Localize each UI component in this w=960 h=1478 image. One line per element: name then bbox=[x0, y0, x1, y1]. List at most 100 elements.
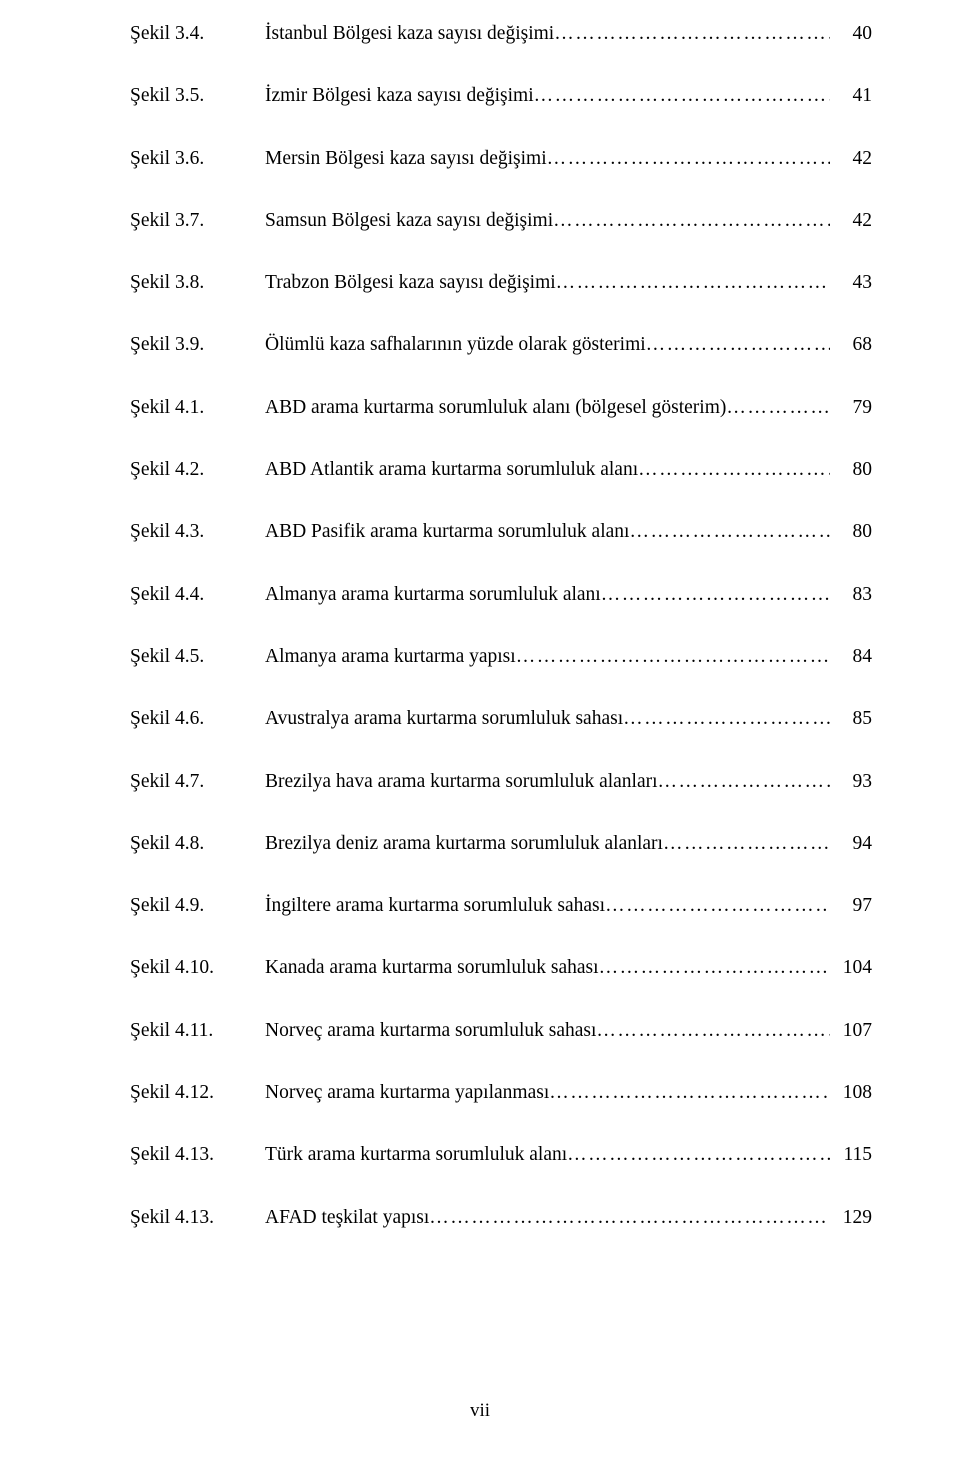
toc-page: 42 bbox=[830, 207, 872, 234]
toc-row: Şekil 4.10.Kanada arama kurtarma sorumlu… bbox=[130, 954, 872, 981]
toc-label: Şekil 3.7. bbox=[130, 207, 265, 234]
toc-leader-dots bbox=[726, 394, 830, 421]
toc-title: Kanada arama kurtarma sorumluluk sahası bbox=[265, 954, 599, 981]
toc-leader-dots bbox=[658, 768, 830, 795]
toc-row: Şekil 4.3.ABD Pasifik arama kurtarma sor… bbox=[130, 518, 872, 545]
toc-title: AFAD teşkilat yapısı bbox=[265, 1204, 429, 1231]
toc-page: 107 bbox=[830, 1017, 872, 1044]
toc-title: Almanya arama kurtarma sorumluluk alanı bbox=[265, 581, 601, 608]
toc-row: Şekil 4.13.AFAD teşkilat yapısı129 bbox=[130, 1204, 872, 1231]
toc-title: Almanya arama kurtarma yapısı bbox=[265, 643, 516, 670]
toc-row: Şekil 4.13.Türk arama kurtarma sorumlulu… bbox=[130, 1141, 872, 1168]
toc-label: Şekil 4.6. bbox=[130, 705, 265, 732]
toc-title: İzmir Bölgesi kaza sayısı değişimi bbox=[265, 82, 534, 109]
toc-label: Şekil 4.2. bbox=[130, 456, 265, 483]
toc-page: 115 bbox=[830, 1141, 872, 1168]
toc-row: Şekil 4.12.Norveç arama kurtarma yapılan… bbox=[130, 1079, 872, 1106]
toc-title: Trabzon Bölgesi kaza sayısı değişimi bbox=[265, 269, 556, 296]
toc-label: Şekil 4.13. bbox=[130, 1141, 265, 1168]
toc-title: Brezilya hava arama kurtarma sorumluluk … bbox=[265, 768, 658, 795]
toc-page: 83 bbox=[830, 581, 872, 608]
toc-page: 84 bbox=[830, 643, 872, 670]
toc-leader-dots bbox=[601, 581, 830, 608]
toc-row: Şekil 4.8.Brezilya deniz arama kurtarma … bbox=[130, 830, 872, 857]
toc-title: Mersin Bölgesi kaza sayısı değişimi bbox=[265, 145, 547, 172]
toc-leader-dots bbox=[663, 830, 830, 857]
toc-label: Şekil 3.4. bbox=[130, 20, 265, 47]
toc-label: Şekil 4.8. bbox=[130, 830, 265, 857]
toc-leader-dots bbox=[553, 207, 830, 234]
toc-page: 40 bbox=[830, 20, 872, 47]
toc-title: İstanbul Bölgesi kaza sayısı değişimi bbox=[265, 20, 554, 47]
toc-label: Şekil 4.11. bbox=[130, 1017, 265, 1044]
toc-row: Şekil 4.7.Brezilya hava arama kurtarma s… bbox=[130, 768, 872, 795]
toc-label: Şekil 3.8. bbox=[130, 269, 265, 296]
toc-page: 94 bbox=[830, 830, 872, 857]
toc-label: Şekil 4.1. bbox=[130, 394, 265, 421]
toc-page: 80 bbox=[830, 518, 872, 545]
toc-title: İngiltere arama kurtarma sorumluluk saha… bbox=[265, 892, 605, 919]
toc-label: Şekil 4.5. bbox=[130, 643, 265, 670]
toc-row: Şekil 4.11.Norveç arama kurtarma sorumlu… bbox=[130, 1017, 872, 1044]
toc-page: 79 bbox=[830, 394, 872, 421]
toc-page: 43 bbox=[830, 269, 872, 296]
toc-label: Şekil 4.7. bbox=[130, 768, 265, 795]
toc-label: Şekil 4.9. bbox=[130, 892, 265, 919]
toc-title: Samsun Bölgesi kaza sayısı değişimi bbox=[265, 207, 553, 234]
toc-label: Şekil 4.12. bbox=[130, 1079, 265, 1106]
toc-row: Şekil 3.8.Trabzon Bölgesi kaza sayısı de… bbox=[130, 269, 872, 296]
toc-page: 85 bbox=[830, 705, 872, 732]
toc-leader-dots bbox=[534, 82, 830, 109]
toc-row: Şekil 4.6.Avustralya arama kurtarma soru… bbox=[130, 705, 872, 732]
toc-row: Şekil 3.9.Ölümlü kaza safhalarının yüzde… bbox=[130, 331, 872, 358]
toc-row: Şekil 4.2.ABD Atlantik arama kurtarma so… bbox=[130, 456, 872, 483]
toc-leader-dots bbox=[638, 456, 830, 483]
toc-row: Şekil 3.5.İzmir Bölgesi kaza sayısı deği… bbox=[130, 82, 872, 109]
toc-leader-dots bbox=[623, 705, 830, 732]
toc-title: ABD Atlantik arama kurtarma sorumluluk a… bbox=[265, 456, 638, 483]
toc-label: Şekil 3.9. bbox=[130, 331, 265, 358]
toc-label: Şekil 4.10. bbox=[130, 954, 265, 981]
toc-title: ABD arama kurtarma sorumluluk alanı (böl… bbox=[265, 394, 726, 421]
toc-label: Şekil 4.13. bbox=[130, 1204, 265, 1231]
toc-page: 97 bbox=[830, 892, 872, 919]
toc-page: 80 bbox=[830, 456, 872, 483]
toc-row: Şekil 3.6.Mersin Bölgesi kaza sayısı değ… bbox=[130, 145, 872, 172]
toc-leader-dots bbox=[629, 518, 830, 545]
toc-row: Şekil 4.1.ABD arama kurtarma sorumluluk … bbox=[130, 394, 872, 421]
toc-title: Norveç arama kurtarma sorumluluk sahası bbox=[265, 1017, 596, 1044]
toc-leader-dots bbox=[516, 643, 830, 670]
toc-row: Şekil 3.4.İstanbul Bölgesi kaza sayısı d… bbox=[130, 20, 872, 47]
page-number: vii bbox=[0, 1400, 960, 1422]
toc-page: 93 bbox=[830, 768, 872, 795]
toc-title: ABD Pasifik arama kurtarma sorumluluk al… bbox=[265, 518, 629, 545]
toc-label: Şekil 4.3. bbox=[130, 518, 265, 545]
toc-title: Avustralya arama kurtarma sorumluluk sah… bbox=[265, 705, 623, 732]
toc-leader-dots bbox=[429, 1204, 830, 1231]
toc-leader-dots bbox=[547, 145, 830, 172]
toc-row: Şekil 3.7.Samsun Bölgesi kaza sayısı değ… bbox=[130, 207, 872, 234]
toc-title: Türk arama kurtarma sorumluluk alanı bbox=[265, 1141, 567, 1168]
toc-page: 104 bbox=[830, 954, 872, 981]
toc-list: Şekil 3.4.İstanbul Bölgesi kaza sayısı d… bbox=[130, 20, 872, 1231]
toc-page: 42 bbox=[830, 145, 872, 172]
toc-leader-dots bbox=[646, 331, 830, 358]
toc-title: Ölümlü kaza safhalarının yüzde olarak gö… bbox=[265, 331, 646, 358]
toc-page: 41 bbox=[830, 82, 872, 109]
toc-label: Şekil 3.6. bbox=[130, 145, 265, 172]
toc-label: Şekil 4.4. bbox=[130, 581, 265, 608]
toc-leader-dots bbox=[599, 954, 830, 981]
toc-label: Şekil 3.5. bbox=[130, 82, 265, 109]
toc-row: Şekil 4.5.Almanya arama kurtarma yapısı 8… bbox=[130, 643, 872, 670]
toc-title: Norveç arama kurtarma yapılanması bbox=[265, 1079, 549, 1106]
toc-leader-dots bbox=[554, 20, 830, 47]
toc-leader-dots bbox=[605, 892, 830, 919]
toc-title: Brezilya deniz arama kurtarma sorumluluk… bbox=[265, 830, 663, 857]
toc-leader-dots bbox=[567, 1141, 830, 1168]
toc-page: 68 bbox=[830, 331, 872, 358]
toc-leader-dots bbox=[596, 1017, 830, 1044]
toc-leader-dots bbox=[556, 269, 830, 296]
toc-leader-dots bbox=[549, 1079, 830, 1106]
toc-row: Şekil 4.4.Almanya arama kurtarma sorumlu… bbox=[130, 581, 872, 608]
toc-page: 108 bbox=[830, 1079, 872, 1106]
